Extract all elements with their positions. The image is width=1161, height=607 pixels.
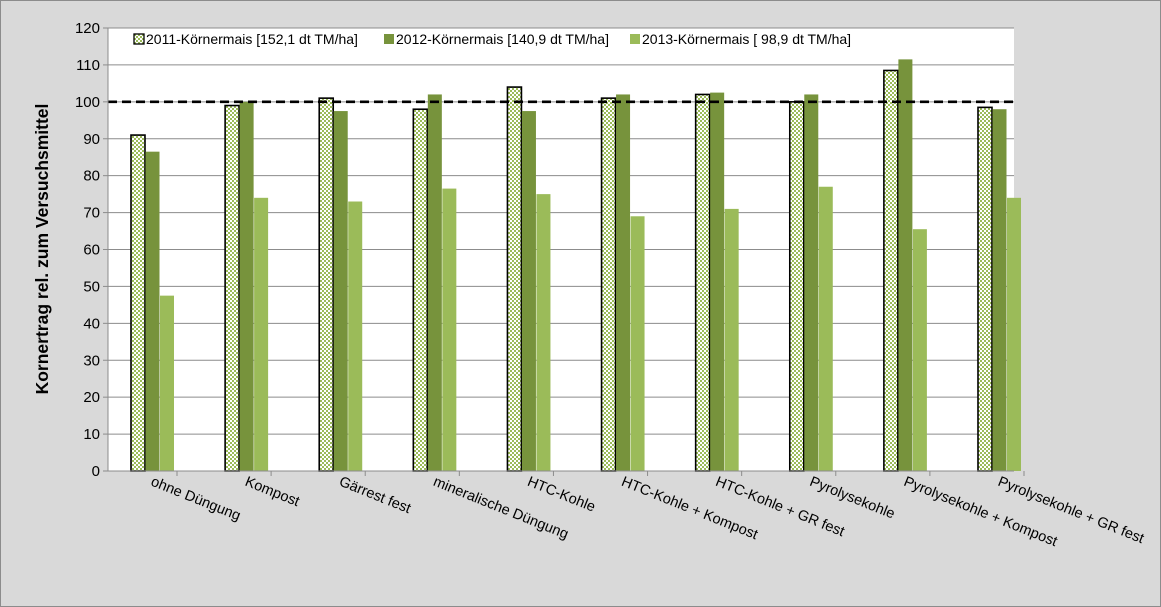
axes [103,27,1025,476]
bar-1-5 [506,86,523,472]
category-labels: ohne Düngung Kompost Gärrest fest mineralis… [149,474,1147,550]
category-label: Gärrest fest [337,474,413,517]
y-tick-label: 10 [83,426,100,443]
bar-2-4 [427,94,442,471]
legend-label-1: 2011-Körnermais [152,1 dt TM/ha] [146,31,358,47]
y-tick-label: 110 [76,57,100,74]
y-tick-label: 30 [83,352,100,369]
bar-2-10 [992,109,1007,471]
category-label: Pyrolysekohle + GR fest [996,474,1147,547]
bar-3-3 [348,201,363,471]
bar-2-6 [616,94,631,471]
bar-2-5 [521,111,536,471]
category-label: ohne Düngung [149,474,243,524]
bar-1-1 [130,134,146,472]
y-tick-label: 40 [83,315,100,332]
y-tick-label: 90 [83,131,100,148]
bar-2-3 [333,111,348,471]
bar-2-2 [239,101,254,471]
bar-1-2 [224,104,240,472]
bar-3-9 [912,229,927,471]
bar-3-4 [442,188,457,471]
bar-1-8 [788,101,805,472]
y-tick-label: 80 [83,168,100,185]
category-label: Pyrolysekohle + Kompost [901,474,1059,550]
legend-label-2: 2012-Körnermais [140,9 dt TM/ha] [396,31,609,47]
bar-1-7 [694,93,711,472]
bar-2-8 [804,94,819,471]
bar-1-3 [318,97,335,472]
bar-3-6 [630,216,645,471]
category-label: Kompost [243,474,302,510]
bar-3-5 [536,194,551,471]
legend: 2011-Körnermais [152,1 dt TM/ha] 2012-Kör… [133,31,851,47]
y-tick-label: 0 [92,463,100,480]
bar-3-7 [724,208,739,471]
legend-label-3: 2013-Körnermais [ 98,9 dt TM/ha] [642,31,851,47]
category-label: HTC-Kohle [525,474,597,516]
bar-3-10 [1007,197,1021,472]
legend-swatch-2 [384,34,394,44]
y-tick-labels: 0 10 20 30 40 50 60 70 80 90 100 110 120 [75,20,100,480]
y-axis-label: Kornertrag rel. zum Versuchsmittel [32,104,52,395]
y-tick-label: 120 [75,20,100,37]
y-tick-label: 20 [83,389,100,406]
y-tick-label: 100 [75,94,100,111]
legend-swatch-1 [133,33,145,45]
bar-1-10 [977,106,993,472]
bar-2-7 [710,92,725,472]
y-tick-label: 60 [83,242,100,259]
legend-swatch-3 [630,34,640,44]
bar-1-4 [412,108,429,472]
bar-3-1 [160,295,174,471]
bar-3-8 [818,186,833,471]
bar-2-9 [898,59,913,472]
y-tick-label: 70 [83,205,100,222]
bar-1-6 [600,97,617,472]
bar-2-1 [145,151,160,471]
bar-3-2 [254,197,269,472]
y-tick-label: 50 [83,278,100,295]
bar-1-9 [883,69,899,472]
bars [130,59,1021,472]
